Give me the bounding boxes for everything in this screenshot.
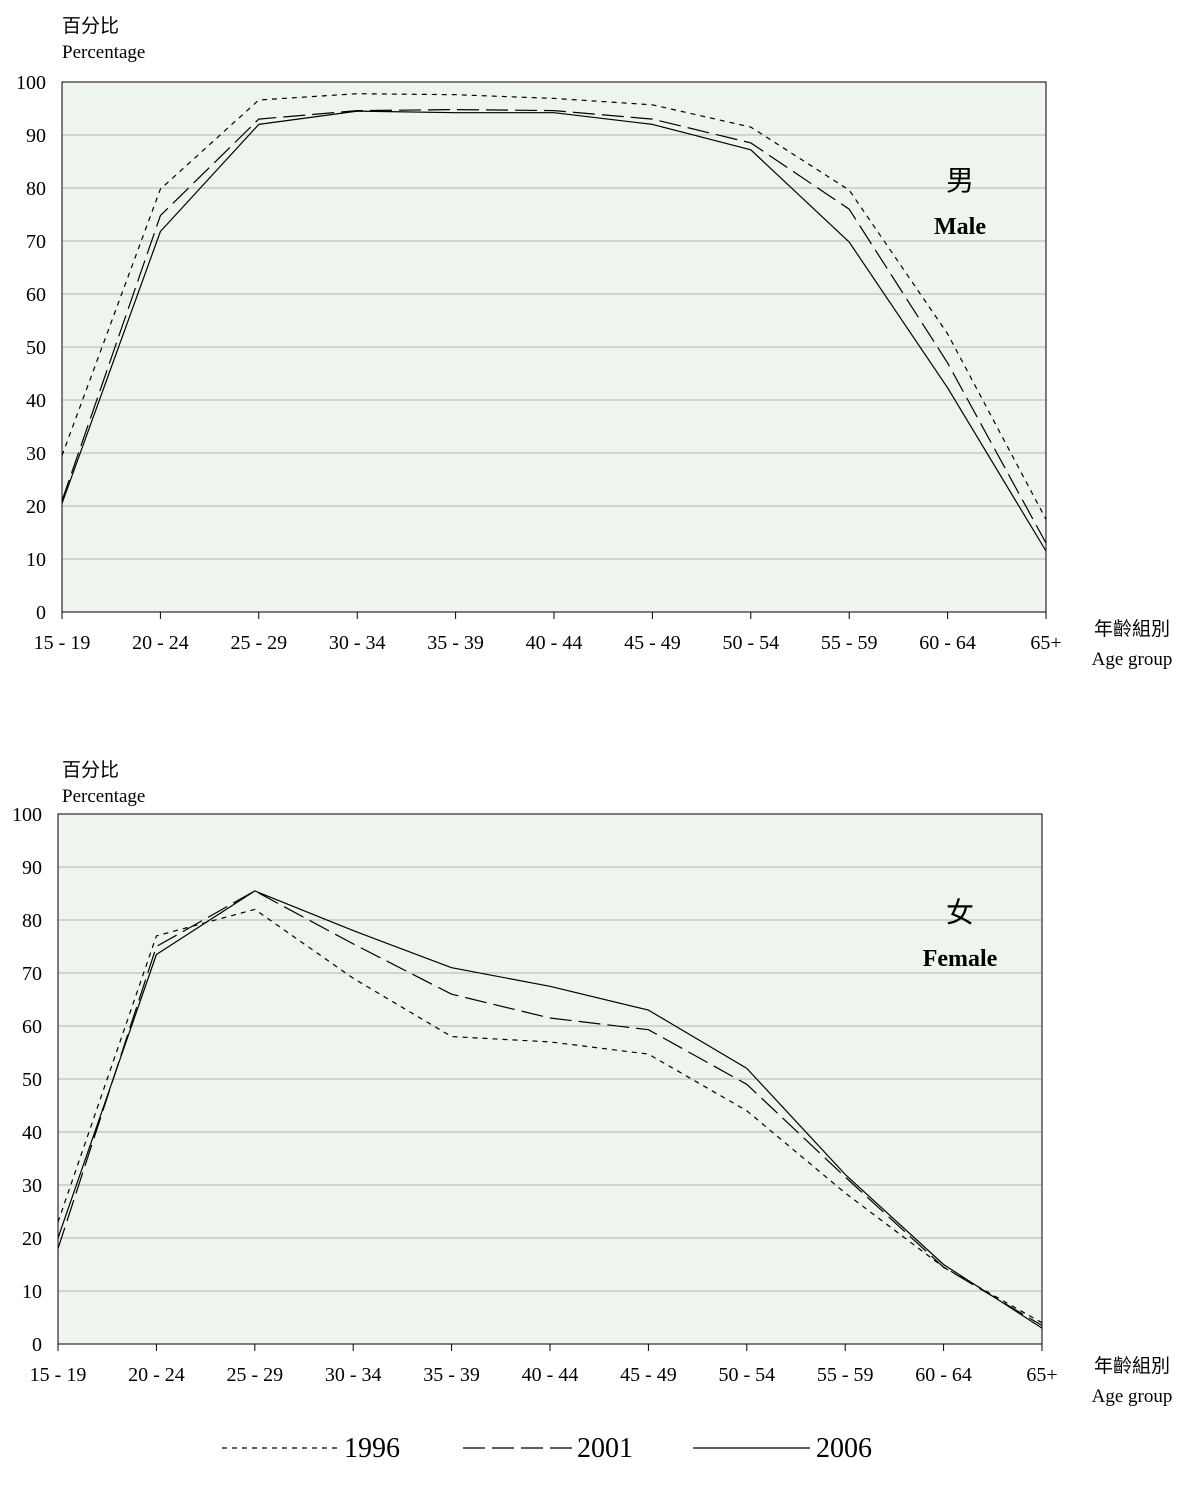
y-tick-label: 80 xyxy=(26,178,46,200)
panel-title-en: Male xyxy=(934,214,986,240)
series-line-2001 xyxy=(61,108,1047,544)
x-tick-label: 60 - 64 xyxy=(915,1364,972,1386)
y-tick-label: 50 xyxy=(22,1069,42,1091)
x-axis-label-cn: 年齡組別 xyxy=(1094,618,1170,640)
y-tick-label: 30 xyxy=(26,443,46,465)
x-tick-label: 20 - 24 xyxy=(132,632,189,654)
y-tick-label: 50 xyxy=(26,337,46,359)
series-line-1996 xyxy=(57,908,1043,1324)
x-tick-label: 45 - 49 xyxy=(620,1364,677,1386)
y-tick-label: 20 xyxy=(22,1228,42,1250)
x-tick-label: 55 - 59 xyxy=(821,632,878,654)
y-tick-label: 100 xyxy=(16,72,46,94)
x-tick-label: 25 - 29 xyxy=(226,1364,283,1386)
y-axis-label-cn: 百分比 xyxy=(62,759,119,781)
y-tick-label: 60 xyxy=(26,284,46,306)
series-line-2006 xyxy=(57,890,1043,1329)
x-tick-label: 65+ xyxy=(1026,1364,1057,1386)
y-axis-label-en: Percentage xyxy=(62,42,145,63)
legend-label-2006: 2006 xyxy=(816,1433,872,1464)
x-tick-label: 20 - 24 xyxy=(128,1364,185,1386)
y-tick-label: 40 xyxy=(26,390,46,412)
series-line-2001 xyxy=(57,890,1043,1327)
x-tick-label: 50 - 54 xyxy=(722,632,779,654)
x-axis-label-en: Age group xyxy=(1092,1386,1173,1407)
male-panel: 0 10 20 30 40 50 60 70 80 90 100 15 - 19 20 - 24 25 -… xyxy=(16,15,1172,670)
y-tick-label: 0 xyxy=(36,602,46,624)
y-tick-label: 90 xyxy=(22,857,42,879)
x-tick-label: 65+ xyxy=(1030,632,1061,654)
x-tick-label: 35 - 39 xyxy=(423,1364,480,1386)
y-tick-label: 100 xyxy=(12,804,42,826)
y-tick-label: 90 xyxy=(26,125,46,147)
x-tick-label: 15 - 19 xyxy=(30,1364,87,1386)
panel-title-en: Female xyxy=(923,946,998,972)
legend-label-1996: 1996 xyxy=(344,1433,400,1464)
x-axis-label-cn: 年齡組別 xyxy=(1094,1355,1170,1377)
series-line-1996 xyxy=(61,93,1047,520)
y-tick-label: 10 xyxy=(26,549,46,571)
y-tick-label: 60 xyxy=(22,1016,42,1038)
legend-label-2001: 2001 xyxy=(577,1433,633,1464)
female-panel: 0 10 20 30 40 50 60 70 80 90 100 15 - 19 20 - 24 25 -… xyxy=(12,759,1172,1407)
x-tick-label: 45 - 49 xyxy=(624,632,681,654)
x-axis-label-en: Age group xyxy=(1092,649,1173,670)
y-axis-label-en: Percentage xyxy=(62,786,145,807)
y-tick-label: 80 xyxy=(22,910,42,932)
y-tick-label: 10 xyxy=(22,1281,42,1303)
x-tick-label: 30 - 34 xyxy=(329,632,386,654)
x-tick-label: 35 - 39 xyxy=(427,632,484,654)
panel-title-cn: 男 xyxy=(946,166,974,197)
x-tick-label: 25 - 29 xyxy=(230,632,287,654)
x-tick-label: 60 - 64 xyxy=(919,632,976,654)
y-axis-label-cn: 百分比 xyxy=(62,15,119,37)
x-tick-label: 50 - 54 xyxy=(718,1364,775,1386)
panel-title-cn: 女 xyxy=(946,897,974,929)
y-tick-label: 70 xyxy=(26,231,46,253)
x-tick-label: 40 - 44 xyxy=(522,1364,579,1386)
x-tick-label: 55 - 59 xyxy=(817,1364,874,1386)
legend: 1996 2001 2006 xyxy=(222,1433,872,1464)
y-tick-label: 0 xyxy=(32,1334,42,1356)
y-tick-label: 70 xyxy=(22,963,42,985)
series-line-2006 xyxy=(61,110,1047,552)
x-tick-label: 40 - 44 xyxy=(526,632,583,654)
y-tick-label: 30 xyxy=(22,1175,42,1197)
x-tick-label: 15 - 19 xyxy=(34,632,91,654)
y-tick-label: 20 xyxy=(26,496,46,518)
x-tick-label: 30 - 34 xyxy=(325,1364,382,1386)
y-tick-label: 40 xyxy=(22,1122,42,1144)
